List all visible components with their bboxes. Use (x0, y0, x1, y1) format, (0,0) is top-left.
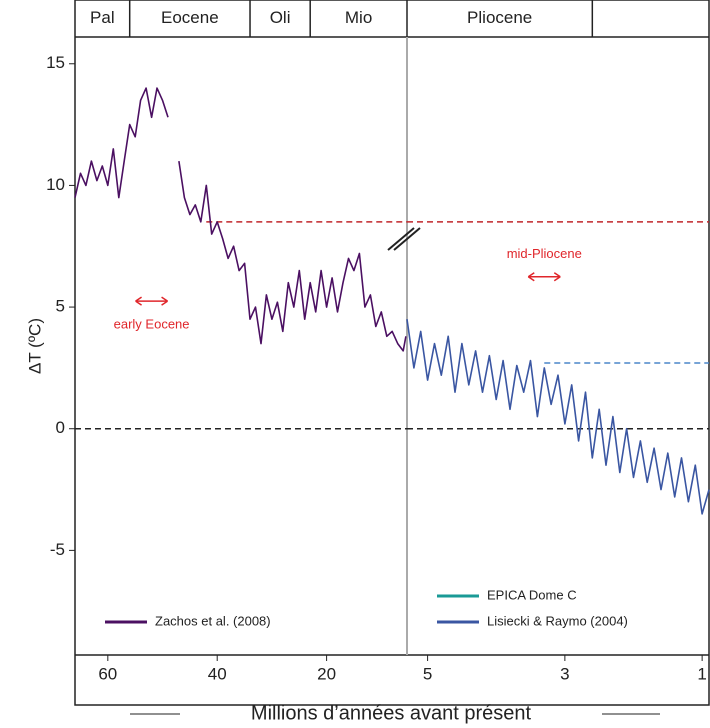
x-tick-label: 1 (697, 664, 706, 683)
x-tick-label: 60 (98, 664, 117, 683)
annotation: early Eocene (114, 317, 190, 332)
x-tick-label: 3 (560, 664, 569, 683)
annotation: mid-Pliocene (507, 246, 582, 261)
epoch-label: Mio (345, 8, 372, 27)
x-tick-label: 5 (423, 664, 432, 683)
epoch-label: Pal (90, 8, 115, 27)
y-tick-label: 10 (46, 175, 65, 194)
epoch-label: Pliocene (467, 8, 532, 27)
legend-label: EPICA Dome C (487, 587, 577, 602)
y-tick-label: 5 (56, 297, 65, 316)
x-tick-label: 20 (317, 664, 336, 683)
epoch-label: Oli (270, 8, 291, 27)
legend-label: Zachos et al. (2008) (155, 613, 271, 628)
legend-label: Lisiecki & Raymo (2004) (487, 613, 628, 628)
y-tick-label: -5 (50, 540, 65, 559)
annotation-arrowhead (135, 296, 168, 306)
y-tick-label: 15 (46, 53, 65, 72)
break-mark (387, 227, 415, 251)
x-tick-label: 40 (208, 664, 227, 683)
data-line (74, 87, 407, 352)
x-axis-label: Millions d’années avant présent (251, 702, 532, 724)
annotation-arrowhead (527, 272, 561, 282)
y-tick-label: 0 (56, 418, 65, 437)
break-mark (393, 227, 421, 251)
epoch-label: Eocene (161, 8, 219, 27)
frame (74, 0, 710, 706)
data-line (406, 319, 710, 515)
y-axis-label: ΔT (ºC) (25, 318, 44, 374)
